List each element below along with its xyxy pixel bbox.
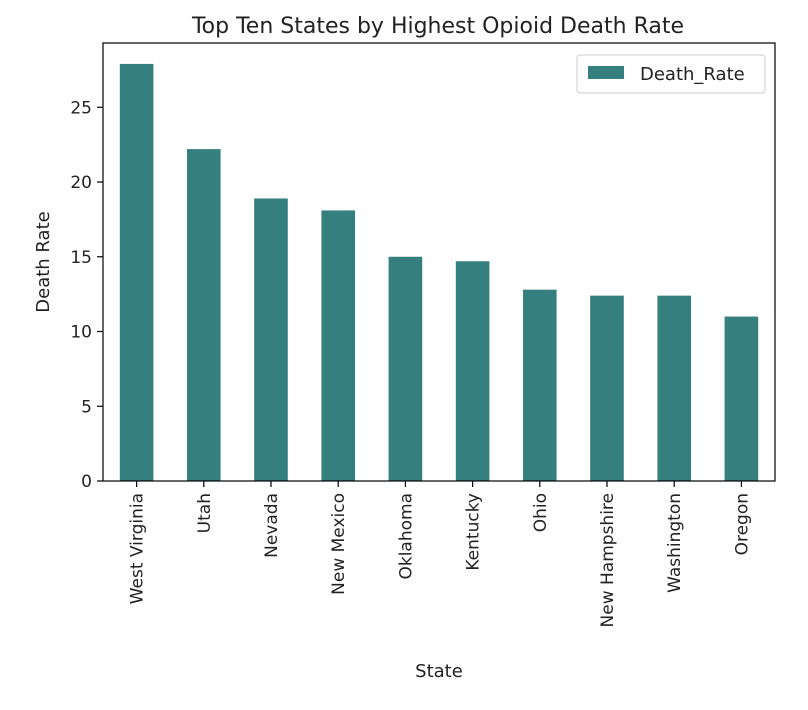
bar-nevada	[254, 198, 288, 481]
x-tick-label: New Mexico	[329, 493, 349, 595]
x-tick-label: Oregon	[732, 493, 752, 555]
x-tick-label: New Hampshire	[598, 493, 618, 627]
x-tick-label: Oklahoma	[396, 493, 416, 580]
bar-washington	[657, 295, 691, 481]
bar-oklahoma	[388, 256, 423, 481]
legend-box	[576, 54, 766, 94]
bar-oregon	[724, 316, 759, 481]
bar-west-virginia	[119, 63, 154, 481]
bar-utah	[187, 149, 221, 481]
x-tick-label: West Virginia	[128, 493, 148, 604]
x-tick-label: Utah	[195, 493, 215, 533]
legend-label: Death_Rate	[640, 64, 745, 85]
bar-kentucky	[455, 261, 490, 481]
x-tick-label: Kentucky	[464, 493, 484, 571]
y-tick-label: 15	[70, 248, 92, 268]
x-tick-label: Nevada	[262, 493, 282, 558]
bar-ohio	[523, 289, 557, 481]
legend: Death_Rate	[576, 54, 766, 94]
legend-swatch	[588, 66, 624, 79]
plot-frame	[102, 42, 776, 482]
y-tick-label: 25	[70, 98, 92, 118]
y-tick-label: 0	[81, 472, 92, 492]
bars-group	[119, 63, 759, 481]
y-tick-label: 10	[70, 323, 92, 343]
bar-new-mexico	[321, 210, 355, 481]
x-axis: West Virginia Utah Nevada New Mexico Oklahom…	[128, 481, 752, 627]
bar-new-hampshire	[590, 295, 624, 481]
x-axis-label: State	[415, 661, 463, 682]
chart-title: Top Ten States by Highest Opioid Death R…	[191, 14, 684, 39]
y-tick-label: 20	[70, 173, 92, 193]
y-axis-label: Death Rate	[33, 211, 54, 312]
x-tick-label: Ohio	[531, 493, 551, 532]
y-tick-label: 5	[81, 397, 92, 417]
y-axis: 0 5 10 15 20 25	[70, 98, 103, 492]
x-tick-label: Washington	[665, 493, 685, 593]
